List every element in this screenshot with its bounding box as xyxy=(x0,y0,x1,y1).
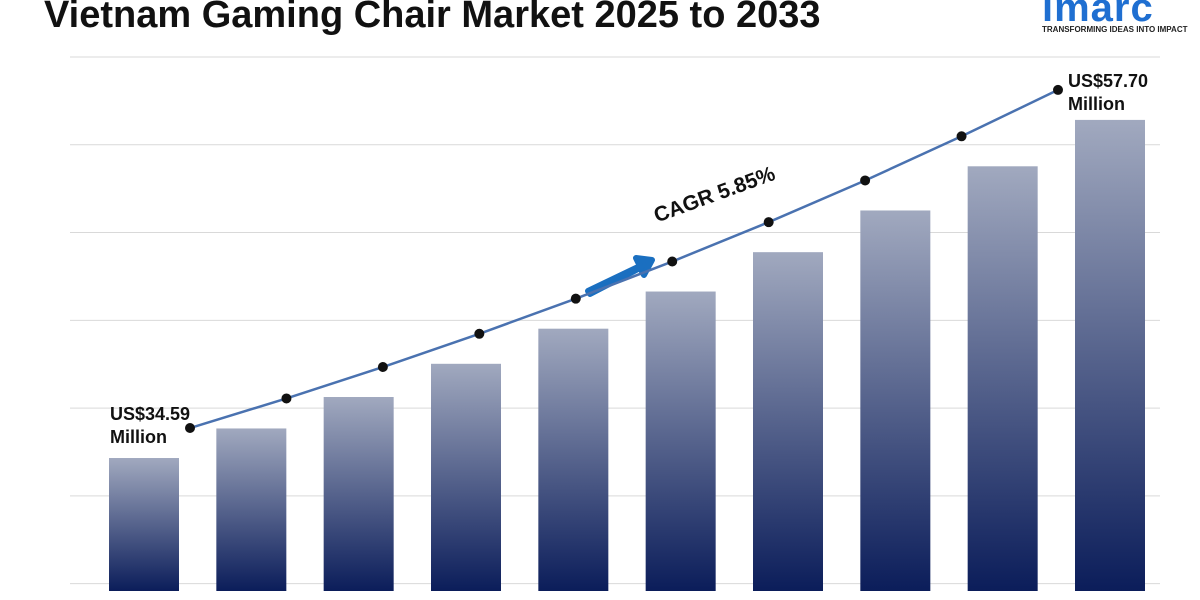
bar xyxy=(216,428,287,591)
bar xyxy=(645,291,716,591)
trend-point xyxy=(860,175,871,186)
bar xyxy=(860,210,931,591)
bar xyxy=(538,328,609,591)
trend-point xyxy=(1053,84,1063,95)
arrow xyxy=(585,255,655,297)
trend-point xyxy=(185,423,195,434)
trend-point xyxy=(956,131,967,142)
trend-point xyxy=(474,328,485,339)
trend-point xyxy=(377,362,388,373)
bar xyxy=(109,458,179,591)
bar xyxy=(753,252,823,592)
trend-point xyxy=(281,393,292,404)
bar xyxy=(323,397,394,591)
logo-tagline: TRANSFORMING IDEAS INTO IMPACT xyxy=(1042,25,1188,34)
trend-point xyxy=(763,217,774,228)
trend-line xyxy=(189,88,1059,430)
trend-point xyxy=(667,256,678,267)
value-label: US$57.70 Million xyxy=(1068,71,1149,115)
bar xyxy=(431,363,501,591)
value-label: US$34.59 Million xyxy=(110,404,191,448)
chart-title: Vietnam Gaming Chair Market 2025 to 2033 xyxy=(44,0,821,36)
logo: imarc xyxy=(1042,0,1154,30)
trend-point xyxy=(570,293,581,304)
bar xyxy=(967,166,1038,592)
bar xyxy=(1075,119,1145,591)
